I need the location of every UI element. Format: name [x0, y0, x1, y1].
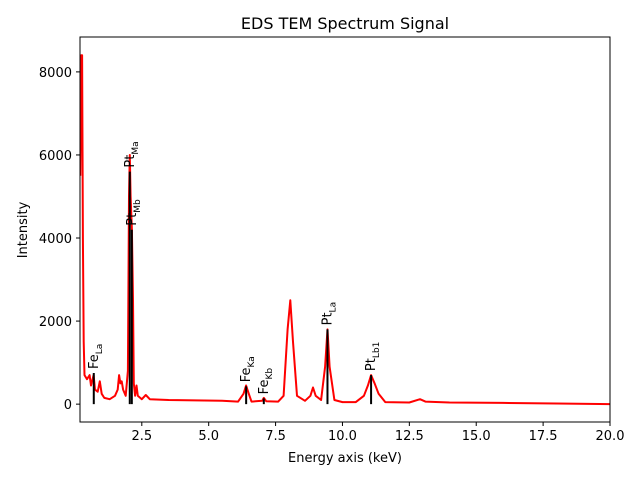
- y-axis-label: Intensity: [16, 201, 31, 258]
- x-tick-label: 7.5: [265, 429, 286, 444]
- marker-label-Pt-Mb: PtMb: [125, 199, 143, 226]
- x-tick-label: 15.0: [462, 429, 491, 444]
- chart-title: EDS TEM Spectrum Signal: [241, 14, 449, 33]
- x-tick-label: 2.5: [131, 429, 152, 444]
- x-tick-label: 20.0: [596, 429, 625, 444]
- x-tick-label: 10.0: [328, 429, 357, 444]
- y-tick-label: 8000: [39, 66, 72, 81]
- y-tick-label: 2000: [39, 315, 72, 330]
- marker-label-Fe-Kb: FeKb: [257, 368, 275, 395]
- x-tick-label: 17.5: [529, 429, 558, 444]
- marker-label-Pt-Lb1: PtLb1: [364, 342, 382, 371]
- x-tick-label: 5.0: [198, 429, 219, 444]
- y-tick-label: 6000: [39, 149, 72, 164]
- y-tick-label: 4000: [39, 232, 72, 247]
- marker-label-Pt-La: PtLa: [320, 302, 338, 325]
- plot-frame: [79, 36, 611, 423]
- spectrum-line: [80, 54, 610, 406]
- marker-label-Fe-Ka: FeKa: [239, 356, 257, 382]
- marker-label-Pt-Ma: PtMa: [123, 141, 141, 167]
- marker-label-Fe-La: FeLa: [87, 344, 105, 369]
- x-axis-label: Energy axis (keV): [288, 451, 402, 466]
- x-tick-label: 12.5: [395, 429, 424, 444]
- y-tick-label: 0: [64, 398, 72, 413]
